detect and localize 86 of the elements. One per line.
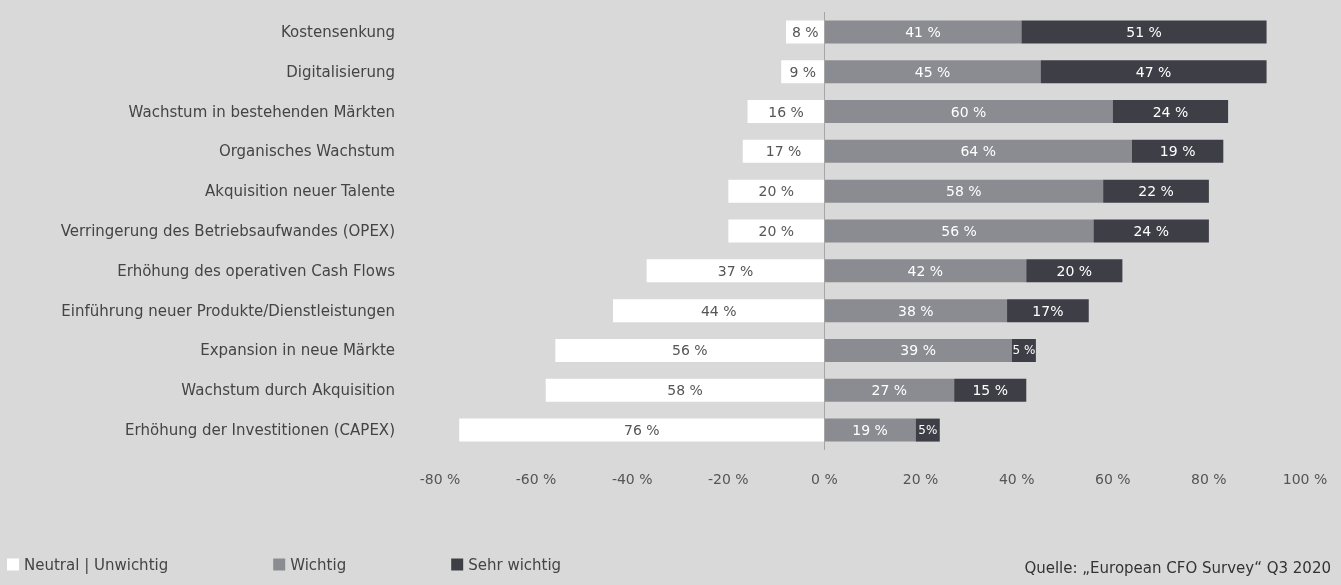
source-note: Quelle: „European CFO Survey“ Q3 2020	[1024, 558, 1332, 577]
bar	[824, 60, 1041, 84]
x-tick-label: 20 %	[902, 471, 939, 487]
bar	[824, 299, 1008, 323]
bar	[555, 338, 825, 362]
data-label: 19 %	[1159, 143, 1196, 160]
bar	[824, 338, 1012, 362]
bar	[1112, 100, 1229, 124]
y-tick-label: Erhöhung der Investitionen (CAPEX)	[125, 421, 395, 440]
x-tick-label: 0 %	[811, 471, 838, 487]
data-label: 64 %	[960, 143, 997, 160]
x-tick-label: -20 %	[708, 471, 749, 487]
x-tick-label: 100 %	[1282, 471, 1328, 487]
data-label: 38 %	[897, 302, 934, 319]
bar	[742, 139, 825, 163]
y-tick-label: Digitalisierung	[286, 62, 395, 81]
data-label: 37 %	[717, 262, 754, 279]
bar	[824, 179, 1104, 203]
bar	[1132, 139, 1224, 163]
x-tick-label: -40 %	[611, 471, 653, 487]
x-tick-label: 40 %	[998, 471, 1035, 487]
bar	[728, 219, 825, 243]
y-tick-label: Wachstum durch Akquisition	[181, 381, 395, 400]
data-label: 19 %	[852, 422, 888, 439]
data-label: 56 %	[941, 223, 977, 239]
legend-label: Neutral | Unwichtig	[24, 555, 169, 574]
y-tick-label: Wachstum in bestehenden Märkten	[128, 102, 395, 121]
data-label: 39 %	[900, 342, 936, 359]
data-label: 20 %	[758, 223, 795, 239]
bar	[613, 299, 825, 323]
legend-label: Wichtig	[290, 555, 347, 574]
bar	[954, 378, 1027, 402]
data-label: 9 %	[789, 63, 817, 80]
bar	[1007, 299, 1089, 323]
legend-label: Sehr wichtig	[468, 555, 562, 574]
data-label: 17%	[1032, 302, 1064, 319]
data-label: 58 %	[946, 183, 982, 200]
y-tick-label: Organisches Wachstum	[218, 142, 395, 161]
bar	[1021, 20, 1267, 44]
bar	[824, 100, 1113, 124]
bar	[545, 378, 825, 402]
data-label: 17 %	[765, 143, 802, 160]
y-tick-label: Expansion in neue Märkte	[200, 341, 395, 360]
data-label: 58 %	[667, 382, 703, 399]
x-tick-label: -80 %	[419, 471, 461, 487]
bar	[824, 20, 1022, 44]
data-label: 16 %	[768, 103, 804, 120]
bar	[459, 418, 825, 442]
bar	[1040, 60, 1267, 84]
data-label: 20 %	[1056, 262, 1093, 279]
data-label: 5%	[918, 423, 938, 438]
data-label: 15 %	[972, 382, 1009, 399]
bar	[1093, 219, 1209, 243]
y-tick-label: Kostensenkung	[280, 22, 395, 41]
bar	[824, 139, 1132, 163]
bar	[646, 259, 825, 283]
y-tick-label: Verringerung des Betriebsaufwandes (OPEX)	[60, 222, 395, 240]
x-tick-label: -60 %	[515, 471, 557, 487]
bar	[1103, 179, 1209, 203]
x-tick-label: 60 %	[1094, 471, 1131, 487]
y-tick-label: Akquisition neuer Talente	[205, 182, 395, 201]
data-label: 24 %	[1133, 223, 1170, 239]
bar	[1026, 259, 1123, 283]
data-label: 20 %	[758, 183, 795, 200]
x-tick-label: 80 %	[1191, 471, 1227, 487]
data-label: 51 %	[1126, 23, 1162, 40]
data-label: 42 %	[907, 262, 944, 279]
y-tick-label: Erhöhung des operativen Cash Flows	[117, 261, 396, 280]
y-tick-label: Einführung neuer Produkte/Dienstleistungen	[61, 301, 395, 320]
bar	[728, 179, 825, 203]
data-label: 27 %	[871, 382, 908, 399]
data-label: 76 %	[624, 422, 660, 439]
data-label: 22 %	[1138, 183, 1174, 200]
data-label: 60 %	[950, 103, 987, 120]
data-label: 44 %	[700, 302, 737, 319]
bar	[824, 259, 1027, 283]
bar	[824, 378, 955, 402]
data-label: 24 %	[1152, 103, 1189, 120]
data-label: 56 %	[672, 342, 708, 359]
data-label: 8 %	[791, 23, 819, 40]
data-label: 41 %	[905, 23, 941, 40]
data-label: 47 %	[1135, 63, 1172, 80]
data-label: 5 %	[1012, 343, 1036, 358]
bar	[824, 219, 1094, 243]
bar	[824, 418, 916, 442]
data-label: 45 %	[914, 63, 951, 80]
